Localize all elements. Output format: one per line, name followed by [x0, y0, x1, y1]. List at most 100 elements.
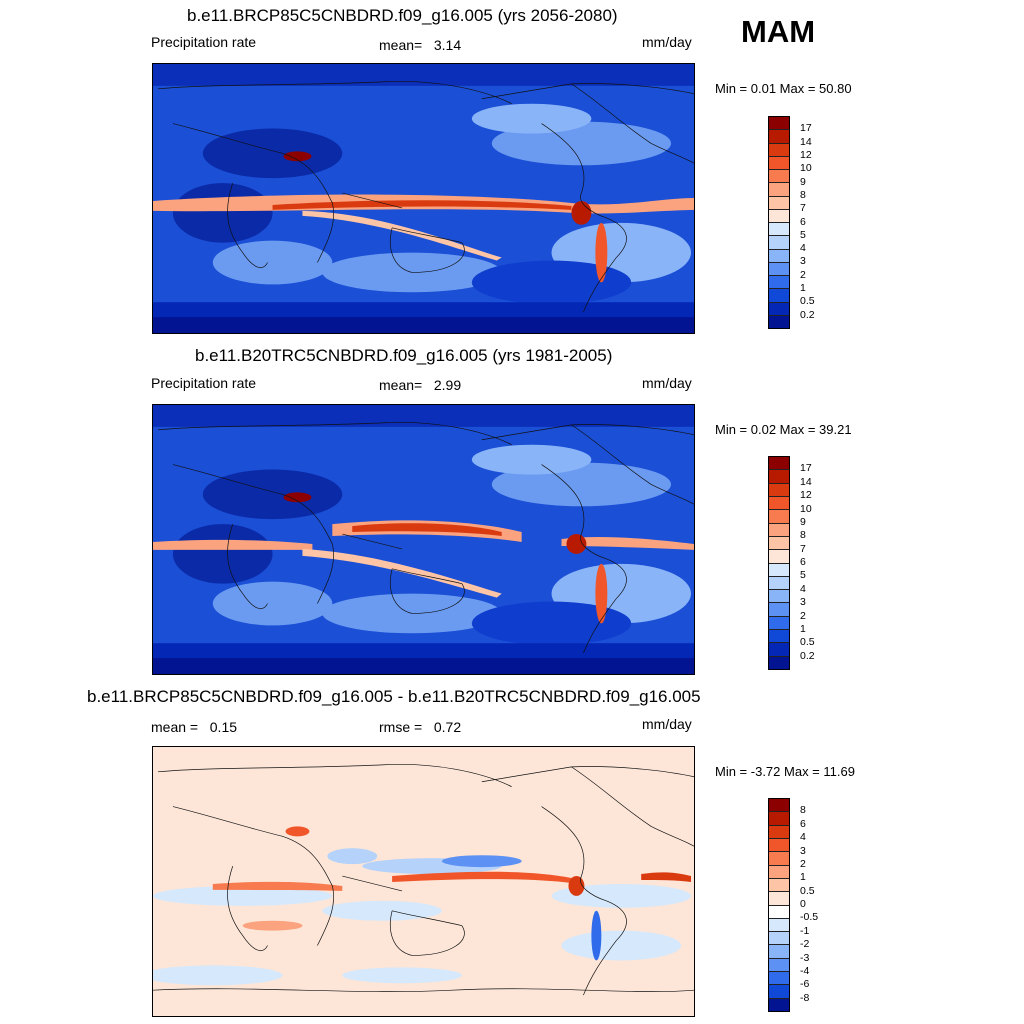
- panel-3-colorbar-swatch: [769, 878, 789, 893]
- panel-2-colorbar-tick-label: 3: [800, 596, 806, 609]
- panel-2-colorbar-swatch: [769, 550, 789, 564]
- panel-2-colorbar-swatch: [769, 616, 789, 631]
- panel-1-colorbar-swatch: [769, 130, 789, 144]
- panel-3-colorbar-swatch: [769, 838, 789, 853]
- panel-3-rmse-label: rmse =: [379, 719, 423, 735]
- panel-3-rmse: rmse = 0.72: [379, 719, 461, 735]
- panel-2-colorbar-tick-label: 0.5: [800, 636, 815, 649]
- panel-2-mean: mean= 2.99: [379, 377, 461, 393]
- panel-3-map-svg: [153, 747, 694, 1016]
- panel-3-colorbar-swatch: [769, 972, 789, 986]
- panel-2-title: b.e11.B20TRC5CNBDRD.f09_g16.005 (yrs 198…: [195, 346, 613, 365]
- panel-2-colorbar-tick-label: 8: [800, 529, 806, 542]
- panel-2-colorbar-swatch: [769, 523, 789, 537]
- panel-3-colorbar-swatch: [769, 892, 789, 906]
- panel-1-colorbar-swatch: [769, 302, 789, 316]
- panel-2-colorbar-tick-label: 5: [800, 569, 806, 582]
- panel-1-colorbar-tick-label: 17: [800, 122, 812, 135]
- panel-2-colorbar-tick-label: 10: [800, 502, 812, 515]
- panel-3-colorbar-swatch: [769, 985, 789, 999]
- panel-1-colorbar-swatch: [769, 117, 789, 131]
- panel-3-colorbar-swatch: [769, 812, 789, 826]
- panel-1-colorbar-tick-label: 12: [800, 148, 812, 161]
- panel-2-colorbar-tick-label: 4: [800, 582, 806, 595]
- panel-1-colorbar-swatch: [769, 262, 789, 276]
- panel-3-colorbar-swatch: [769, 932, 789, 946]
- panel-3-colorbar-tick-label: -1: [800, 924, 810, 937]
- panel-2-colorbar: [768, 456, 790, 670]
- panel-3-colorbar-tick-label: 3: [800, 844, 806, 857]
- panel-2-colorbar-tick-label: 9: [800, 515, 806, 528]
- panel-1-colorbar-swatch: [769, 183, 789, 197]
- panel-3-colorbar-tick-label: 2: [800, 857, 806, 870]
- panel-1-colorbar-tick-label: 8: [800, 188, 806, 201]
- panel-2-colorbar-swatch: [769, 643, 789, 657]
- panel-3-colorbar-tick-label: 6: [800, 817, 806, 830]
- panel-2-colorbar-swatch: [769, 603, 789, 617]
- panel-3-title: b.e11.BRCP85C5CNBDRD.f09_g16.005 - b.e11…: [87, 687, 701, 706]
- panel-1-variable-label: Precipitation rate: [151, 34, 257, 50]
- panel-2-colorbar-swatch: [769, 483, 789, 497]
- panel-3-colorbar-swatch: [769, 799, 789, 813]
- panel-1-colorbar-tick-label: 10: [800, 162, 812, 175]
- panel-3-colorbar-tick-label: 0: [800, 898, 806, 910]
- panel-1-colorbar-tick-label: 4: [800, 242, 806, 255]
- panel-1-colorbar-swatch: [769, 236, 789, 250]
- panel-1-colorbar-tick-label: 1: [800, 282, 806, 295]
- panel-3-colorbar-tick-label: -8: [800, 991, 810, 1004]
- panel-3-mean-label: mean =: [151, 719, 199, 735]
- season-label: MAM: [741, 14, 816, 49]
- panel-3-minmax: Min = -3.72 Max = 11.69: [715, 764, 855, 779]
- panel-3-colorbar-swatch: [769, 958, 789, 973]
- panel-1-units: mm/day: [642, 34, 692, 50]
- panel-3-colorbar-tick-label: 0.5: [800, 884, 815, 897]
- panel-3-colorbar-tick-label: -4: [800, 964, 810, 977]
- panel-2-colorbar-tick-label: 6: [800, 556, 806, 568]
- panel-1-title: b.e11.BRCP85C5CNBDRD.f09_g16.005 (yrs 20…: [187, 6, 618, 25]
- panel-1-colorbar-tick-label: 0.5: [800, 295, 815, 308]
- panel-1-colorbar-swatch: [769, 223, 789, 237]
- panel-2-colorbar-swatch: [769, 590, 789, 604]
- panel-3-colorbar-swatch: [769, 865, 789, 879]
- panel-2-colorbar-swatch: [769, 496, 789, 511]
- panel-2-colorbar-swatch: [769, 576, 789, 591]
- panel-1-colorbar-tick-label: 5: [800, 228, 806, 241]
- panel-3-rmse-value: 0.72: [433, 719, 462, 735]
- panel-1-mean: mean= 3.14: [379, 37, 461, 53]
- panel-1-colorbar-tick-label: 14: [800, 135, 812, 148]
- panel-2-colorbar-tick-label: 7: [800, 542, 806, 555]
- panel-1-map: [152, 63, 695, 334]
- panel-2-colorbar-tick-label: 2: [800, 609, 806, 622]
- panel-2-colorbar-tick-label: 0.2: [800, 649, 815, 662]
- panel-3-colorbar-swatch: [769, 905, 789, 919]
- panel-2-map: [152, 404, 695, 675]
- panel-1-colorbar-swatch: [769, 156, 789, 170]
- panel-3-colorbar-tick-label: -3: [800, 951, 810, 964]
- panel-2-colorbar-tick-label: 14: [800, 475, 812, 488]
- panel-3-colorbar-swatch: [769, 998, 789, 1011]
- panel-1-colorbar-swatch: [769, 315, 789, 328]
- panel-3-units: mm/day: [642, 716, 692, 732]
- panel-1-colorbar: [768, 116, 790, 329]
- panel-3-colorbar-swatch: [769, 918, 789, 933]
- panel-3-colorbar-tick-label: 1: [800, 871, 806, 884]
- panel-2-variable-label: Precipitation rate: [151, 375, 257, 391]
- panel-3-map: [152, 746, 695, 1017]
- panel-3-colorbar: [768, 798, 790, 1012]
- panel-2-colorbar-tick-label: 1: [800, 622, 806, 635]
- panel-2-colorbar-swatch: [769, 536, 789, 551]
- panel-3-mean-value: 0.15: [209, 719, 238, 735]
- panel-2-colorbar-swatch: [769, 457, 789, 471]
- panel-3-colorbar-swatch: [769, 852, 789, 866]
- panel-2-colorbar-swatch: [769, 470, 789, 484]
- panel-2-colorbar-tick-label: 17: [800, 462, 812, 475]
- panel-1-mean-label: mean=: [379, 37, 423, 53]
- panel-1-minmax: Min = 0.01 Max = 50.80: [715, 81, 852, 96]
- panel-1-map-svg: [153, 64, 694, 333]
- panel-1-colorbar-tick-label: 2: [800, 268, 806, 281]
- panel-1-colorbar-tick-label: 0.2: [800, 308, 815, 321]
- panel-2-mean-value: 2.99: [433, 377, 462, 393]
- panel-1-colorbar-swatch: [769, 276, 789, 290]
- panel-1-colorbar-swatch: [769, 209, 789, 223]
- panel-2-minmax: Min = 0.02 Max = 39.21: [715, 422, 852, 437]
